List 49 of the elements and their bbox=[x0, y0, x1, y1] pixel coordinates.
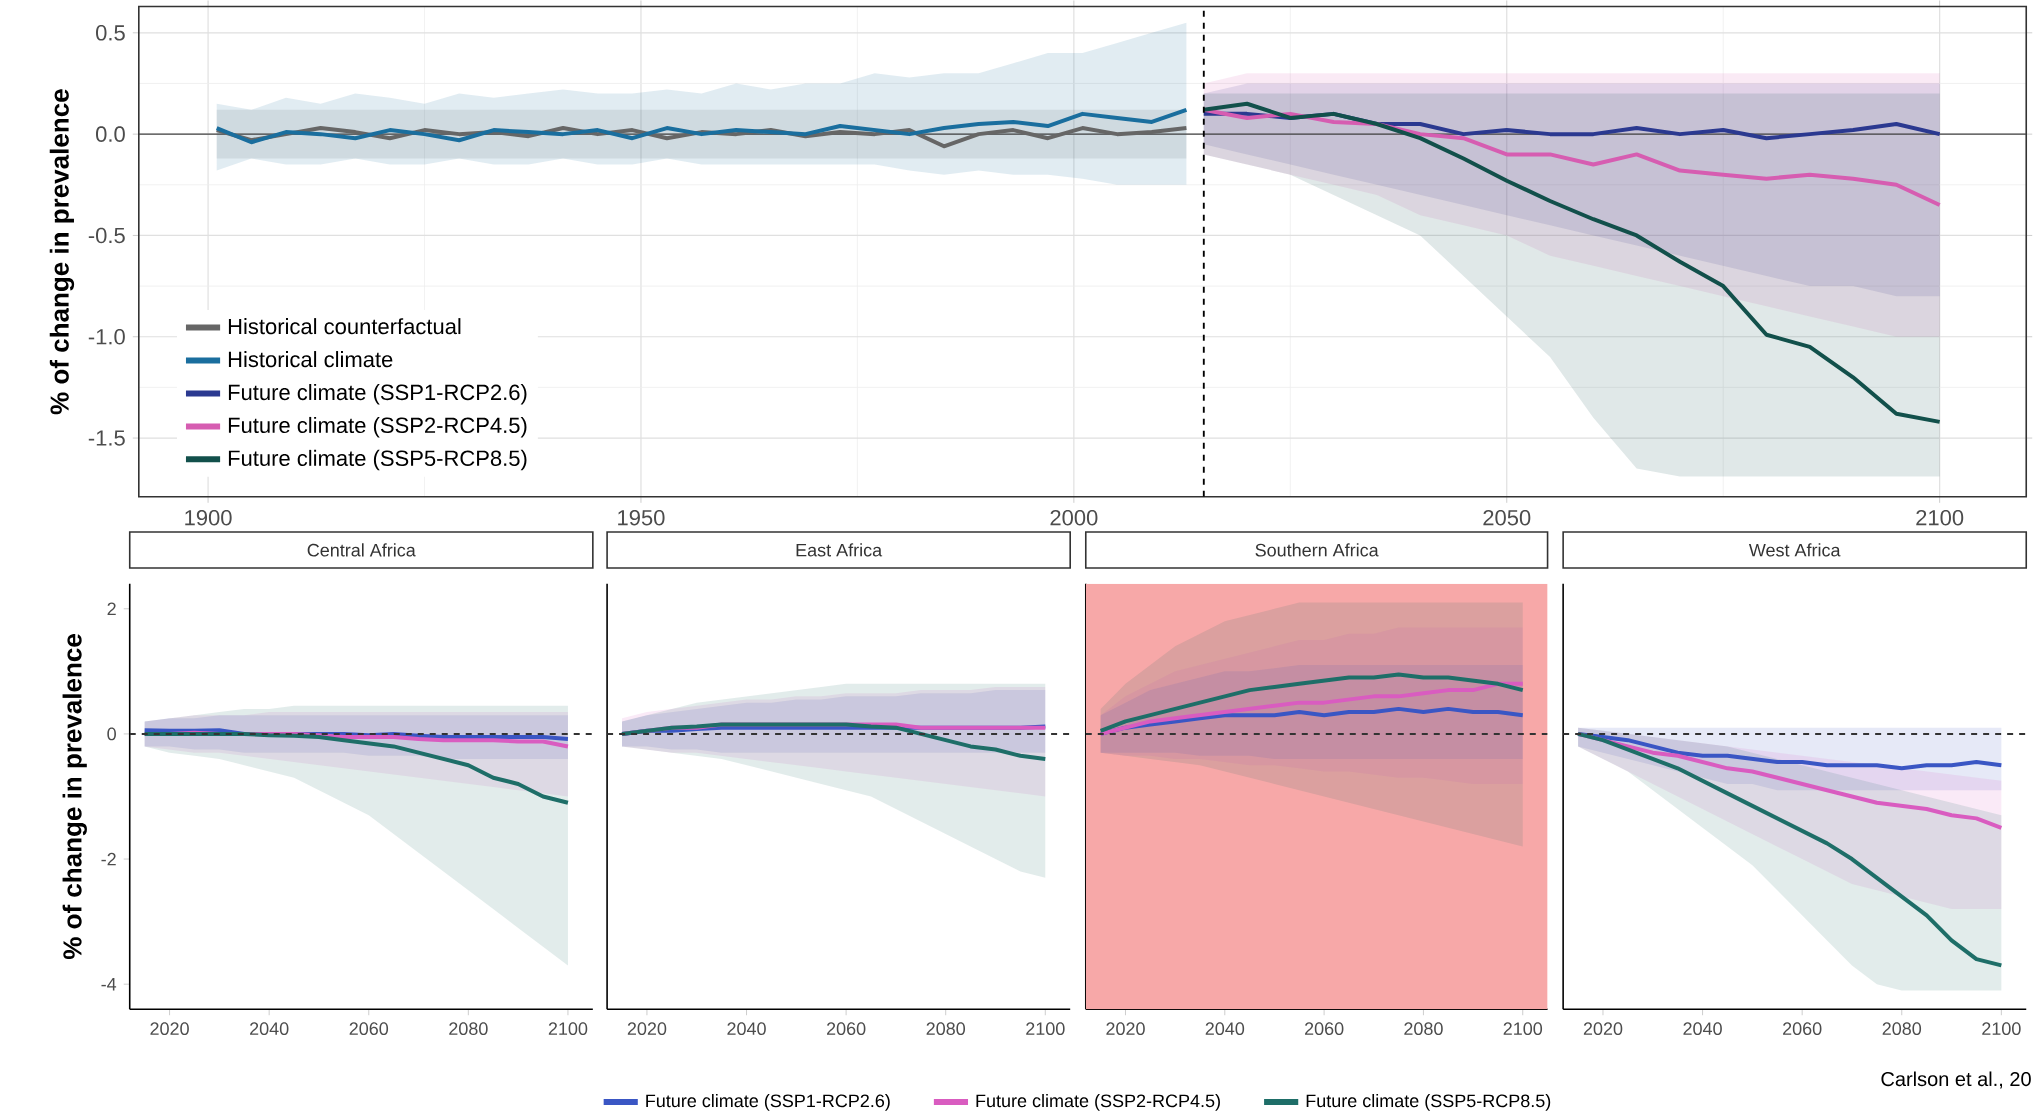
x-tick-label: 2020 bbox=[1583, 1022, 1623, 1036]
legend-label: Future climate (SSP1-RCP2.6) bbox=[646, 1093, 890, 1111]
x-tick-label: 2060 bbox=[1305, 1022, 1344, 1036]
x-tick-label: 2100 bbox=[548, 1022, 588, 1036]
legend-label: Future climate (SSP2-RCP4.5) bbox=[228, 416, 527, 438]
legend-label: Future climate (SSP5-RCP8.5) bbox=[228, 449, 527, 471]
y-tick-label: -1.5 bbox=[88, 430, 125, 446]
x-tick-label: 2060 bbox=[827, 1022, 866, 1036]
chart-title: Southern Africa bbox=[1255, 543, 1379, 557]
y-axis-title: % of change in prevalence bbox=[49, 89, 75, 415]
legend-label: Future climate (SSP5-RCP8.5) bbox=[1306, 1093, 1551, 1111]
x-tick-label: 2040 bbox=[727, 1022, 766, 1036]
legend-label: Historical climate bbox=[228, 351, 393, 368]
y-tick-label: 0.5 bbox=[96, 25, 125, 41]
y-tick-label: -2 bbox=[101, 852, 116, 866]
y-tick-label: -1.0 bbox=[88, 328, 125, 345]
x-tick-label: 1900 bbox=[185, 509, 232, 526]
x-tick-label: 2080 bbox=[926, 1022, 966, 1036]
x-tick-label: 2000 bbox=[1050, 509, 1098, 526]
y-tick-label: 2 bbox=[107, 602, 116, 616]
x-tick-label: 2020 bbox=[627, 1022, 667, 1036]
legend-label: Historical counterfactual bbox=[228, 318, 461, 335]
y-tick-label: 0 bbox=[107, 727, 116, 741]
text: Carlson et al., 20 bbox=[1881, 1071, 2031, 1089]
x-tick-label: 2100 bbox=[1026, 1022, 1065, 1036]
x-tick-label: 2020 bbox=[1106, 1022, 1145, 1036]
x-tick-label: 2050 bbox=[1483, 509, 1531, 526]
y-tick-label: -0.5 bbox=[88, 227, 125, 244]
x-tick-label: 2080 bbox=[449, 1022, 488, 1036]
x-tick-label: 2040 bbox=[1205, 1022, 1245, 1036]
x-tick-label: 2100 bbox=[1916, 509, 1964, 526]
x-tick-label: 2040 bbox=[1683, 1022, 1722, 1036]
x-tick-label: 2020 bbox=[150, 1022, 189, 1036]
y-axis-title: % of change in prevalence bbox=[62, 634, 87, 960]
x-tick-label: 2040 bbox=[250, 1022, 289, 1036]
chart-title: Central Africa bbox=[307, 543, 416, 557]
x-tick-label: 2080 bbox=[1404, 1022, 1443, 1036]
y-tick-label: 0.0 bbox=[96, 126, 125, 142]
x-tick-label: 2100 bbox=[1982, 1022, 2021, 1036]
chart-title: West Africa bbox=[1748, 543, 1841, 557]
x-tick-label: 2060 bbox=[349, 1022, 389, 1036]
legend-label: Future climate (SSP1-RCP2.6) bbox=[228, 383, 527, 405]
x-tick-label: 2100 bbox=[1503, 1022, 1543, 1036]
chart-title: East Africa bbox=[796, 543, 883, 557]
y-tick-label: -4 bbox=[101, 978, 117, 991]
x-tick-label: 2060 bbox=[1783, 1022, 1822, 1036]
legend-label: Future climate (SSP2-RCP4.5) bbox=[976, 1093, 1220, 1111]
x-tick-label: 2080 bbox=[1882, 1022, 1922, 1036]
x-tick-label: 1950 bbox=[618, 509, 665, 526]
